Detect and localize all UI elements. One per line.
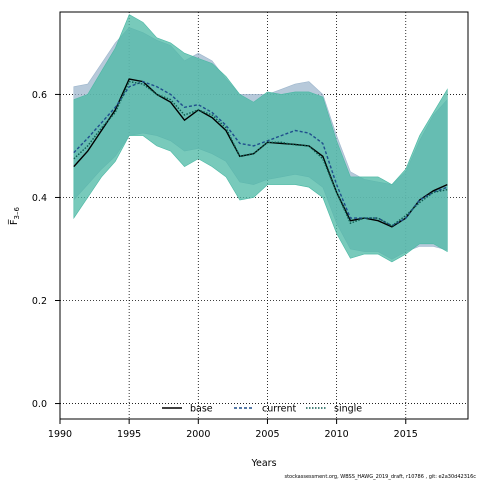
x-axis-title: Years <box>250 458 276 469</box>
series-line-single <box>73 80 448 227</box>
legend-label-current: current <box>262 404 297 415</box>
x-tick-label: 2005 <box>255 429 279 440</box>
plot-frame <box>59 11 469 420</box>
y-tick-label: 0.0 <box>32 399 47 410</box>
footnote: stockassessment.org, WBSS_HAWG_2019_draf… <box>284 474 476 480</box>
x-tick-label: 2010 <box>325 429 349 440</box>
legend-label-base: base <box>190 404 213 415</box>
band-single <box>73 14 448 263</box>
y-axis: 0.0 0.2 0.4 0.6 <box>32 90 60 410</box>
x-tick-label: 2000 <box>186 429 210 440</box>
y-tick-label: 0.2 <box>32 296 47 307</box>
x-tick-label: 1990 <box>48 429 72 440</box>
y-axis-title-subscript: 3–6 <box>13 207 21 220</box>
series-line-base <box>73 78 448 228</box>
x-tick-label: 1995 <box>117 429 141 440</box>
confidence-bands <box>73 14 448 263</box>
x-tick-label: 2015 <box>394 429 418 440</box>
x-axis: 1990 1995 2000 2005 2010 2015 <box>48 419 418 440</box>
y-axis-title: F̅3–6 <box>8 207 21 225</box>
y-tick-label: 0.4 <box>32 193 47 204</box>
legend-label-single: single <box>334 404 362 415</box>
y-tick-label: 0.6 <box>32 90 47 101</box>
series-lines <box>73 78 448 228</box>
legend: base current single <box>162 404 362 415</box>
